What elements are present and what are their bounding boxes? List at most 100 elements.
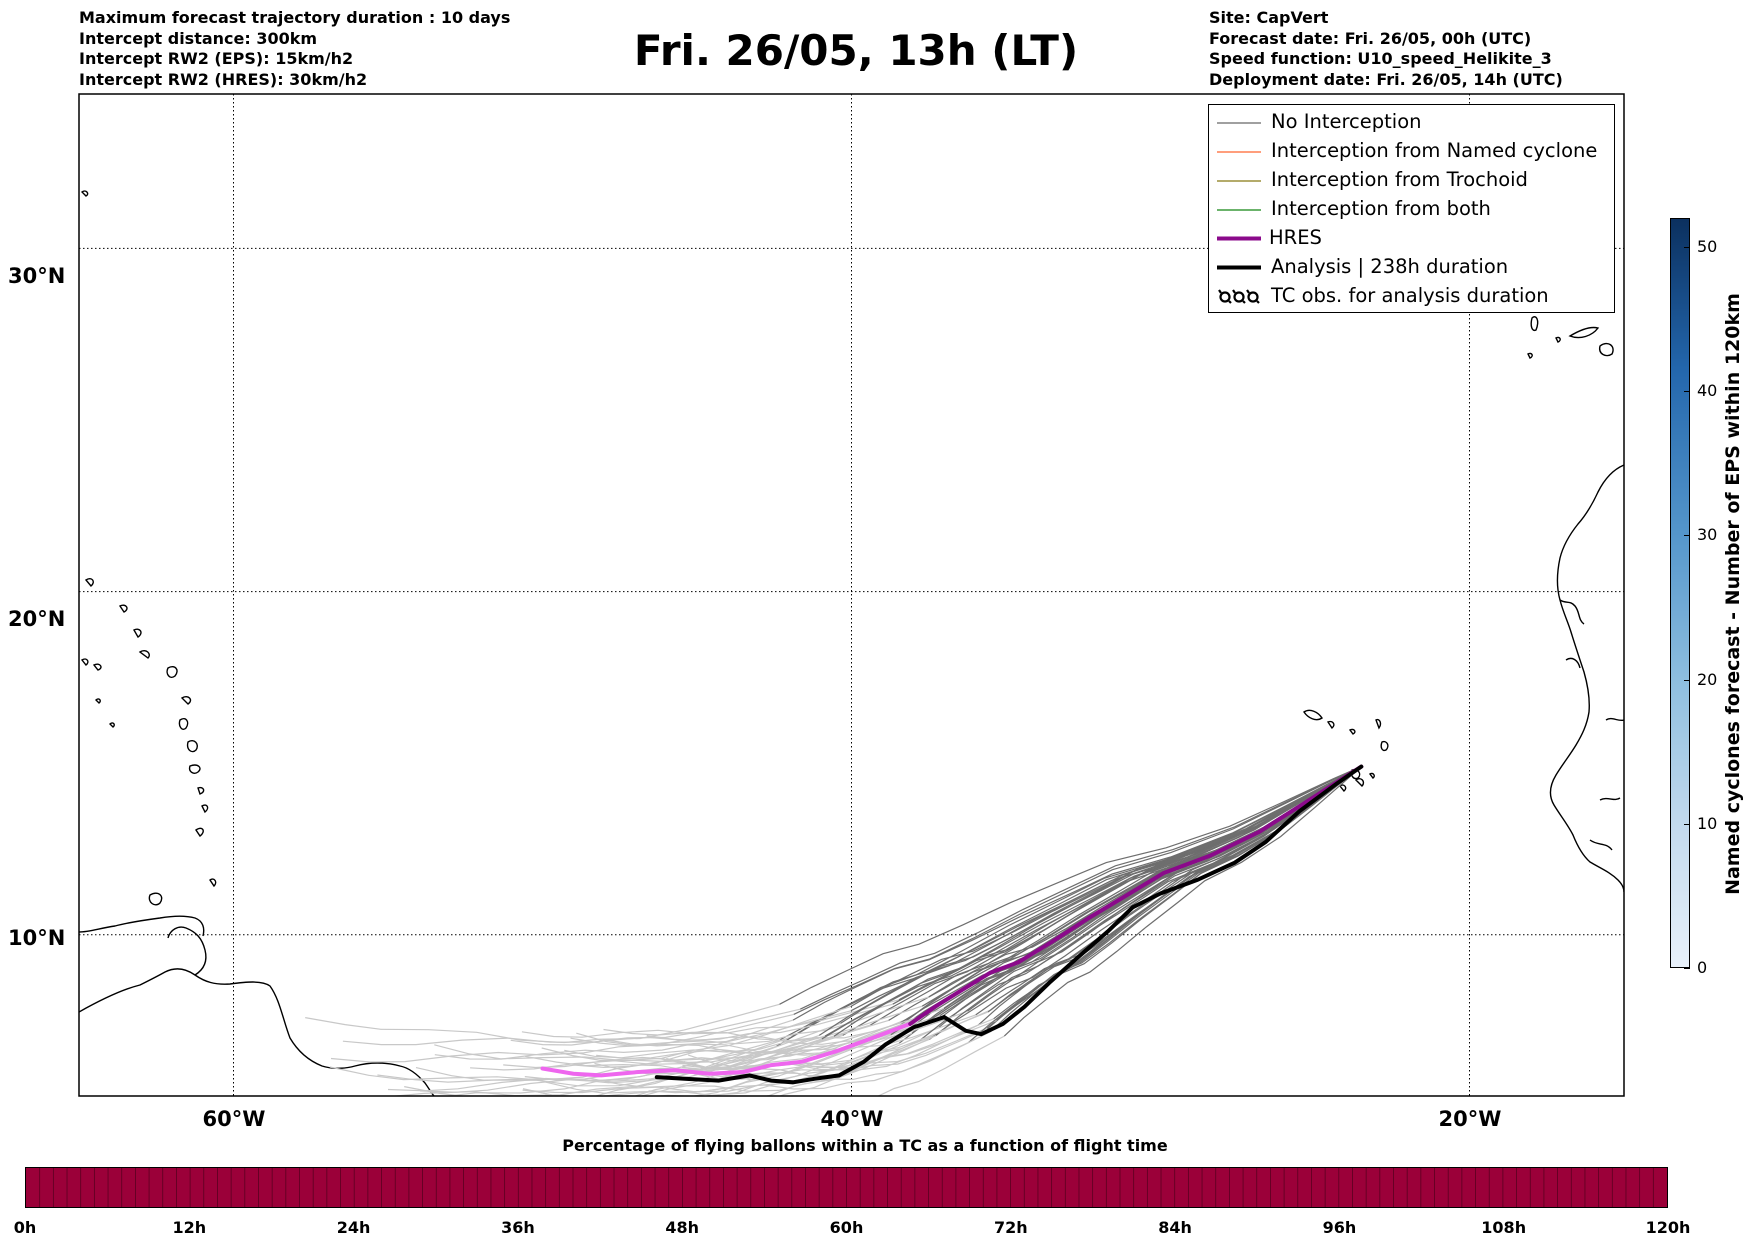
intercept-distance-text: Intercept distance: 300km (79, 28, 318, 48)
hres-track-early (540, 1021, 913, 1078)
eps-trajectory-late (434, 1006, 851, 1062)
eps-trajectory (792, 766, 1362, 1021)
intercept-eps-text: Intercept RW2 (EPS): 15km/h2 (79, 49, 354, 68)
header-right: Site: CapVert Forecast date: Fri. 26/05,… (1209, 8, 1563, 90)
legend-both: Interception from both (1209, 195, 1614, 224)
colorbar-tick-mark (1684, 391, 1690, 393)
eps-trajectory-late (377, 1034, 820, 1087)
colorbar-tick-label: 20 (1697, 669, 1718, 689)
colorbar-tick-mark (1684, 968, 1690, 969)
lat-label-20n: 20°N (8, 607, 66, 631)
intercept-hres-text: Intercept RW2 (HRES): 30km/h2 (79, 69, 368, 89)
eps-trajectory (793, 766, 1362, 1015)
flight-time-tick-label: 0h (13, 1218, 37, 1237)
lon-label-60w: 60°W (202, 1107, 266, 1131)
eps-trajectory-late (545, 1032, 913, 1096)
eps-trajectory-late (661, 1014, 976, 1064)
eps-trajectory-late (778, 1039, 921, 1096)
legend-no-interception: No Interception (1209, 108, 1614, 137)
flight-time-tick-label: 12h (172, 1218, 207, 1237)
legend-swatch (1217, 209, 1261, 211)
colorbar-tick-mark (1684, 535, 1690, 537)
west-africa-coast (1549, 464, 1624, 893)
venezuela-coast (79, 915, 205, 937)
legend-trochoid: Interception from Trochoid (1209, 166, 1614, 195)
legend-analysis: Analysis | 238h duration (1209, 253, 1614, 282)
colorbar-tick-label: 10 (1697, 813, 1718, 833)
gridlines (79, 94, 1624, 1096)
cape-verde-islands (1303, 709, 1389, 792)
coastlines (79, 190, 1624, 1096)
eps-trajectory-late (503, 1019, 889, 1069)
colorbar-tick-mark (1684, 246, 1690, 248)
eps-trajectory (989, 766, 1362, 1033)
legend-swatch (1217, 180, 1261, 182)
colorbar-tick-mark (1684, 823, 1690, 825)
map-frame (78, 93, 1625, 1097)
eps-trajectory (850, 766, 1362, 1008)
eps-trajectory-late (521, 999, 900, 1038)
legend-swatch (1217, 265, 1261, 270)
legend-swatch (1217, 151, 1261, 153)
header-left: Maximum forecast trajectory duration : 1… (79, 8, 510, 90)
eps-trajectory-late (387, 1035, 826, 1092)
speed-function-text: Speed function: U10_speed_Helikite_3 (1209, 49, 1552, 68)
deployment-date-text: Deployment date: Fri. 26/05, 14h (UTC) (1209, 69, 1563, 89)
eps-trajectory (1003, 766, 1362, 1037)
tc-symbol-icon (1218, 289, 1260, 304)
eps-trajectory-late (876, 1035, 1005, 1096)
flight-time-colorbar (25, 1167, 1668, 1208)
hres-track (908, 764, 1364, 1026)
lon-label-20w: 20°W (1438, 1107, 1502, 1131)
flight-time-colorbar-label: Percentage of flying ballons within a TC… (562, 1136, 1168, 1155)
trinidad-coast (167, 926, 207, 976)
flight-time-tick-label: 72h (993, 1218, 1028, 1237)
eps-trajectory-late (570, 1014, 926, 1055)
eps-trajectory-late (329, 1019, 794, 1081)
flight-time-tick-label: 120h (1645, 1218, 1691, 1237)
flight-time-tick-label: 48h (665, 1218, 700, 1237)
west-africa-detail (1559, 599, 1624, 851)
legend-swatch (1217, 236, 1261, 241)
legend: No Interception Interception from Named … (1208, 104, 1615, 313)
eps-trajectory (821, 766, 1362, 1040)
colorbar-tick-label: 50 (1697, 236, 1718, 256)
eps-trajectory-late (330, 1013, 794, 1063)
island-arc (80, 577, 217, 906)
colorbar-tick-label: 0 (1697, 958, 1708, 977)
max-duration-text: Maximum forecast trajectory duration : 1… (79, 8, 511, 27)
eps-trajectory-late (589, 1035, 937, 1092)
flight-time-colorbar-fill (26, 1168, 1667, 1207)
forecast-date-text: Forecast date: Fri. 26/05, 00h (UTC) (1209, 28, 1532, 48)
flight-time-tick-label: 96h (1322, 1218, 1357, 1237)
legend-swatch (1217, 122, 1261, 124)
legend-named-cyclone: Interception from Named cyclone (1209, 137, 1614, 166)
south-america-coast (79, 968, 435, 1096)
eps-trajectory-late (576, 996, 929, 1046)
eps-trajectory (779, 766, 1362, 1005)
flight-time-tick-label: 108h (1481, 1218, 1527, 1237)
eps-trajectory-late (434, 1010, 852, 1060)
lat-label-10n: 10°N (8, 926, 66, 950)
flight-time-tick-label: 24h (336, 1218, 371, 1237)
colorbar-tick-mark (1684, 679, 1690, 681)
legend-tc-obs: TC obs. for analysis duration (1209, 282, 1614, 311)
eps-trajectory-late (633, 1038, 822, 1096)
colorbar-tick-label: 40 (1697, 381, 1718, 401)
site-text: Site: CapVert (1209, 8, 1329, 27)
colorbar-tick-label: 30 (1697, 525, 1718, 545)
eps-trajectory (850, 766, 1362, 1012)
legend-hres: HRES (1209, 224, 1614, 253)
canary-islands (1527, 316, 1614, 359)
flight-time-tick-label: 36h (501, 1218, 535, 1237)
lon-label-40w: 40°W (820, 1107, 884, 1131)
lat-label-30n: 30°N (8, 264, 66, 288)
analysis-track (654, 764, 1364, 1085)
eps-trajectory (799, 766, 1362, 1010)
eps-trajectory-late (683, 1011, 989, 1071)
flight-time-tick-label: 84h (1158, 1218, 1192, 1237)
named-cyclone-colorbar (1670, 218, 1690, 968)
flight-time-tick-label: 60h (829, 1218, 864, 1237)
page-title: Fri. 26/05, 13h (LT) (633, 26, 1079, 75)
